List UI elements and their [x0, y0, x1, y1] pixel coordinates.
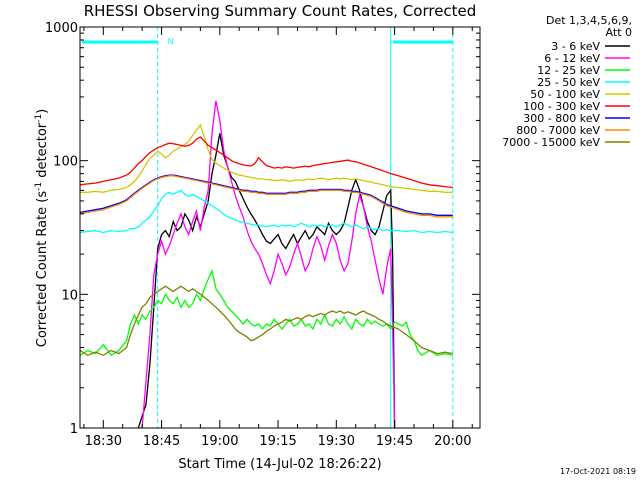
series-line-1 [141, 100, 396, 429]
chart-title: RHESSI Observing Summary Count Rates, Co… [84, 2, 477, 20]
x-tick-label-1: 18:45 [143, 434, 180, 449]
x-tick-label-6: 20:00 [434, 434, 471, 449]
series-line-7 [79, 175, 453, 218]
x-tick-label-3: 19:15 [259, 434, 296, 449]
plot-frame [79, 26, 481, 429]
legend-label-3: 25 - 50 keV [537, 76, 600, 89]
night-markers: N [82, 27, 454, 428]
y-axis-label-sup1: -1 [34, 182, 44, 191]
y-axis-label-sup2: -1 [34, 114, 44, 123]
series-line-6 [79, 174, 453, 216]
series-line-3 [79, 189, 453, 234]
legend-label-6: 300 - 800 keV [523, 112, 600, 125]
axes: 18:30 18:45 19:00 19:15 19:30 19:45 20:00 1 10 10… [45, 21, 481, 449]
legend-label-7: 800 - 7000 keV [516, 124, 600, 137]
y-axis-label-part3: ) [35, 109, 50, 114]
y-axis-label-part2: detector [35, 122, 50, 182]
series-line-8 [79, 285, 453, 357]
x-tick-label-5: 19:45 [376, 434, 413, 449]
y-tick-label-1: 10 [61, 288, 78, 303]
legend-label-8: 7000 - 15000 keV [502, 136, 600, 149]
x-tick-label-2: 19:00 [201, 434, 238, 449]
legend-header-line1: Det 1,3,4,5,6,9, [546, 14, 632, 27]
series-line-2 [79, 268, 453, 357]
x-tick-label-0: 18:30 [85, 434, 122, 449]
legend-label-1: 6 - 12 keV [544, 52, 600, 65]
series-line-0 [137, 133, 396, 429]
y-tick-label-0: 1 [70, 422, 78, 437]
series-line-5 [79, 136, 453, 189]
footer-timestamp: 17-Oct-2021 08:19 [560, 467, 636, 476]
legend-label-5: 100 - 300 keV [523, 100, 600, 113]
x-tick-label-4: 19:30 [318, 434, 355, 449]
y-axis-label-part1: Corrected Count Rate (s [35, 191, 50, 348]
series-lines [79, 100, 453, 429]
y-axis-label: Corrected Count Rate (s-1 detector-1) [34, 109, 50, 347]
y-tick-label-2: 100 [53, 155, 78, 170]
y-tick-label-3: 1000 [45, 21, 78, 36]
legend-label-0: 3 - 6 keV [551, 40, 600, 53]
series-line-4 [80, 123, 453, 193]
annotation-n: N [168, 37, 174, 46]
legend-label-4: 50 - 100 keV [530, 88, 600, 101]
legend-label-2: 12 - 25 keV [537, 64, 600, 77]
x-axis-label: Start Time (14-Jul-02 18:26:22) [178, 457, 381, 472]
legend-header-line2: Att 0 [606, 26, 632, 39]
